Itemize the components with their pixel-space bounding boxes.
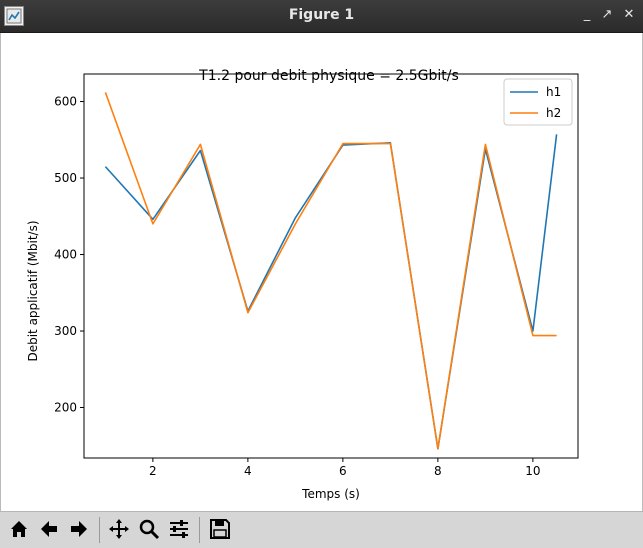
zoom-icon[interactable]: [136, 516, 162, 542]
pan-icon[interactable]: [106, 516, 132, 542]
x-tick-label: 8: [434, 464, 442, 478]
series-line-h1: [104, 134, 558, 450]
x-tick-label: 6: [339, 464, 347, 478]
y-tick-label: 300: [54, 324, 77, 338]
line-chart: 2 4 6 8 10 200 300 400 500 600 h1 h2 T1.2 pour debi…: [26, 68, 579, 501]
y-tick-label: 400: [54, 248, 77, 262]
y-tick-label: 600: [54, 95, 77, 109]
toolbar-separator: [99, 517, 100, 543]
save-icon[interactable]: [207, 516, 233, 542]
y-tick-label: 200: [54, 401, 77, 415]
home-icon[interactable]: [6, 516, 32, 542]
forward-arrow-icon[interactable]: [66, 516, 92, 542]
x-tick-label: 10: [525, 464, 540, 478]
series-line-h2: [104, 92, 557, 450]
legend-label-h1: h1: [546, 85, 561, 99]
window-title: Figure 1: [288, 7, 355, 23]
figure-canvas[interactable]: 2 4 6 8 10 200 300 400 500 600 h1 h2 T1.2 pour debi…: [0, 33, 643, 511]
matplotlib-toolbar: [0, 511, 643, 548]
legend-label-h2: h2: [546, 106, 561, 120]
y-tick-label: 500: [54, 171, 77, 185]
configure-subplots-icon[interactable]: [166, 516, 192, 542]
chart-title: T1.2 pour debit physique = 2.5Gbit/s: [198, 68, 459, 84]
minimize-button[interactable]: _: [583, 7, 591, 22]
back-arrow-icon[interactable]: [36, 516, 62, 542]
maximize-button[interactable]: ↗: [601, 7, 613, 22]
legend-box: [503, 78, 573, 126]
x-tick-label: 4: [244, 464, 252, 478]
window-titlebar: Figure 1 _ ↗ ✕: [0, 0, 643, 33]
y-axis-label: Debit applicatif (Mbit/s): [26, 220, 40, 361]
app-icon: [4, 6, 24, 26]
x-tick-label: 2: [149, 464, 157, 478]
x-axis-label: Temps (s): [301, 487, 360, 501]
toolbar-separator: [199, 517, 200, 543]
plot-frame: [83, 73, 579, 459]
close-button[interactable]: ✕: [623, 7, 635, 22]
